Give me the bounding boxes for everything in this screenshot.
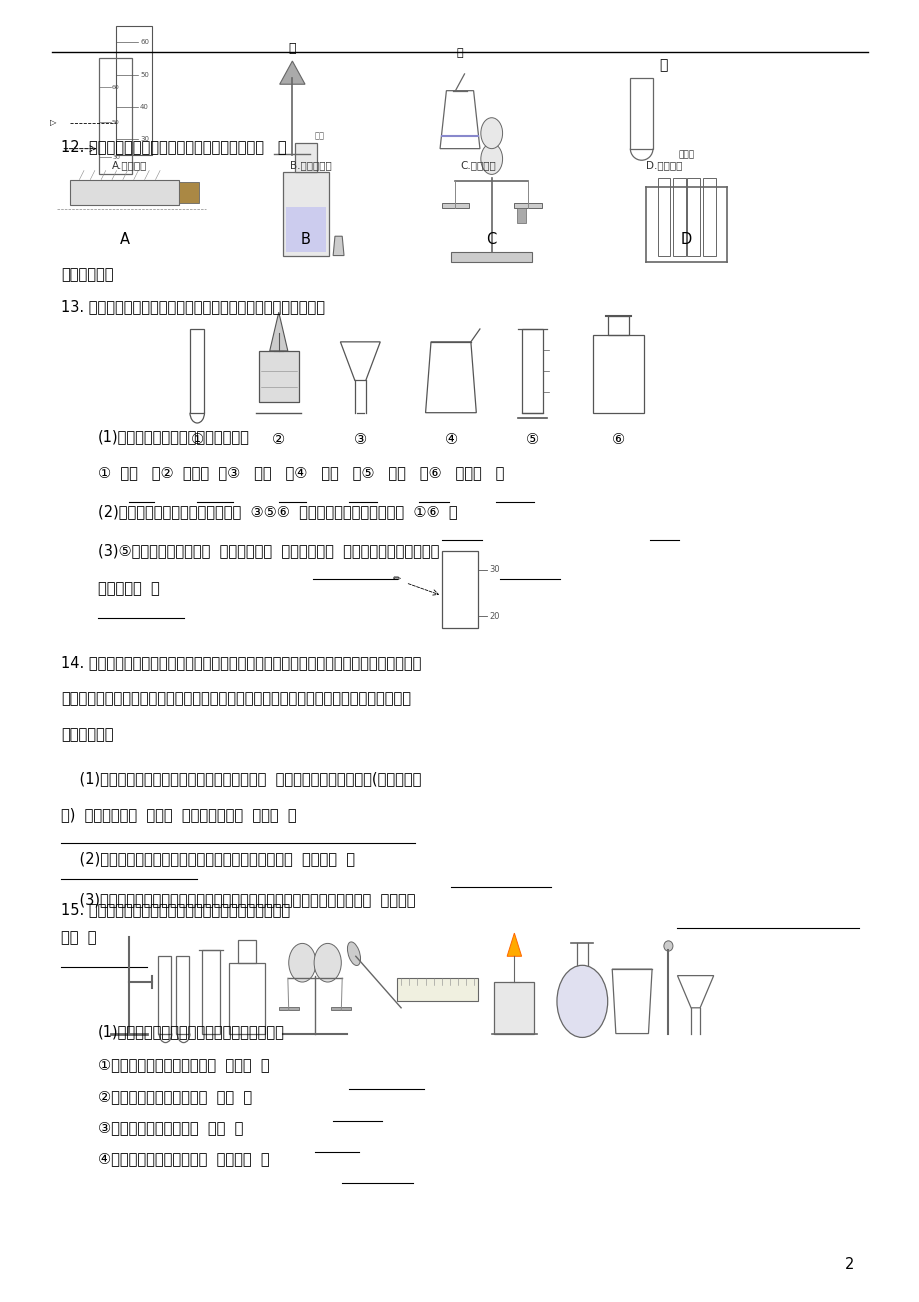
Bar: [179, 182, 199, 203]
Bar: [176, 956, 189, 1034]
Circle shape: [313, 944, 341, 982]
Bar: [116, 26, 152, 155]
Bar: [258, 350, 299, 402]
Text: 30: 30: [112, 155, 119, 160]
Bar: [450, 251, 532, 262]
Text: A.量筒读数: A.量筒读数: [111, 160, 147, 171]
Text: 50: 50: [112, 120, 119, 125]
Bar: [238, 940, 255, 962]
Text: ✏: ✏: [392, 574, 401, 583]
Text: 👆: 👆: [456, 48, 463, 59]
Ellipse shape: [347, 941, 360, 966]
Text: A: A: [119, 232, 130, 247]
Polygon shape: [279, 61, 305, 85]
Text: 桌面: 桌面: [314, 132, 324, 141]
Text: 试管架: 试管架: [677, 150, 694, 159]
Bar: [607, 316, 629, 336]
Text: 精灯和内燃机的燃料，是一种绿色能源，当点燃酒精灯时，酒精在灯芯上汽化后燃烧生成水: 精灯和内燃机的燃料，是一种绿色能源，当点燃酒精灯时，酒精在灯芯上汽化后燃烧生成水: [62, 691, 411, 706]
Text: 13. 根据下图中所示的化学实验常用仪器的图形，回答下列问题：: 13. 根据下图中所示的化学实验常用仪器的图形，回答下列问题：: [62, 299, 325, 314]
Text: (2)用编号填空：不能加热的仪器是  ③⑤⑥  ，可用于收集气体的仪器是  ①⑥  。: (2)用编号填空：不能加热的仪器是 ③⑤⑥ ，可用于收集气体的仪器是 ①⑥ 。: [97, 504, 457, 519]
Text: ✋: ✋: [289, 42, 296, 55]
Text: (1)从上图中选择正确的仪器，用其名称填空：: (1)从上图中选择正确的仪器，用其名称填空：: [97, 1025, 284, 1039]
Text: D.洗涤试管: D.洗涤试管: [645, 160, 681, 171]
Text: ④: ④: [444, 432, 457, 447]
Bar: [286, 207, 325, 251]
Bar: [702, 178, 715, 255]
Bar: [514, 203, 541, 208]
Bar: [630, 78, 652, 148]
Text: ⑥: ⑥: [611, 432, 624, 447]
Text: ①: ①: [190, 432, 204, 447]
Text: (3)实验中，不小心将酒精灯碰倒在桌上燃烧起来，合理简单的灭火措施是  用湿抹布: (3)实验中，不小心将酒精灯碰倒在桌上燃烧起来，合理简单的灭火措施是 用湿抹布: [62, 892, 415, 907]
Text: (2)向燃着的酒精灯内添加酒精可能造成的不良后果：  引起火灾  ；: (2)向燃着的酒精灯内添加酒精可能造成的不良后果： 引起火灾 ；: [62, 850, 355, 866]
Text: B: B: [301, 232, 311, 247]
Bar: [521, 329, 543, 413]
Text: 40: 40: [140, 104, 149, 109]
Bar: [229, 962, 265, 1034]
Text: B.塞紧橡皮塞: B.塞紧橡皮塞: [289, 160, 331, 171]
Bar: [396, 978, 478, 1001]
Bar: [278, 1006, 299, 1010]
Text: (3)⑤号仪器的主要用途是  量取液体体积  。读数时视线  要与量筒内液体凹液面的: (3)⑤号仪器的主要用途是 量取液体体积 。读数时视线 要与量筒内液体凹液面的: [97, 543, 438, 557]
Text: 50: 50: [140, 72, 149, 78]
Bar: [189, 329, 204, 413]
Text: 最低处相平  。: 最低处相平 。: [97, 582, 159, 596]
Bar: [441, 203, 469, 208]
Text: 20: 20: [489, 612, 499, 621]
Text: 12. 实验结束后，下列仪器放置的方法正确的是（   ）: 12. 实验结束后，下列仪器放置的方法正确的是（ ）: [62, 139, 287, 155]
Circle shape: [481, 117, 502, 148]
Text: ③取用粉末状固体时需用  药匙  ；: ③取用粉末状固体时需用 药匙 ；: [97, 1120, 243, 1135]
Text: 14. 酒精是一种无色、透明、有特殊气味的液体，易挥发，能与水以任意比互溶，常用作酒: 14. 酒精是一种无色、透明、有特殊气味的液体，易挥发，能与水以任意比互溶，常用…: [62, 655, 421, 669]
Text: 30: 30: [489, 565, 499, 574]
Bar: [441, 551, 478, 628]
Text: 15. 化学是一门以实验为基础的科学，请完成下列填空：: 15. 化学是一门以实验为基础的科学，请完成下列填空：: [62, 902, 290, 917]
Text: 盖灭  。: 盖灭 。: [62, 931, 96, 945]
Circle shape: [556, 965, 607, 1038]
Circle shape: [289, 944, 315, 982]
Bar: [516, 208, 526, 224]
Bar: [283, 172, 328, 255]
Text: ⑤: ⑤: [526, 432, 539, 447]
Text: 2: 2: [844, 1256, 854, 1272]
Text: ④吸取和滴加少量液体需用  胶头滴管  ；: ④吸取和滴加少量液体需用 胶头滴管 ；: [97, 1151, 269, 1165]
Text: ②: ②: [272, 432, 285, 447]
Polygon shape: [333, 236, 344, 255]
Text: C: C: [486, 232, 496, 247]
Bar: [593, 336, 643, 413]
Bar: [99, 59, 131, 174]
Bar: [295, 143, 316, 172]
Text: 60: 60: [112, 85, 119, 90]
Text: 60: 60: [140, 39, 149, 46]
Bar: [158, 956, 171, 1034]
Text: ①收集或贮存少量气体时需用  集气瓶  ；: ①收集或贮存少量气体时需用 集气瓶 ；: [97, 1057, 269, 1072]
Text: ③: ③: [354, 432, 367, 447]
Text: C.振荡液体: C.振荡液体: [460, 160, 495, 171]
Bar: [686, 178, 699, 255]
Ellipse shape: [664, 941, 672, 952]
Bar: [331, 1006, 351, 1010]
Bar: [657, 178, 669, 255]
Text: ①  试管   ；②  酒精灯  ；③   漏斗   ；④   烧杯   ；⑤   量筒   ；⑥   集气瓶   。: ① 试管 ；② 酒精灯 ；③ 漏斗 ；④ 烧杯 ；⑤ 量筒 ；⑥ 集气瓶 。: [97, 466, 504, 480]
Text: 二、非选择题: 二、非选择题: [62, 267, 114, 283]
Bar: [201, 950, 220, 1034]
Text: 30: 30: [140, 135, 149, 142]
Text: (1)根据以上叙述，可归纳出酒精的物理性质是  无色或易挥发或易溶于水(写出一条即: (1)根据以上叙述，可归纳出酒精的物理性质是 无色或易挥发或易溶于水(写出一条即: [62, 771, 421, 786]
Bar: [70, 180, 179, 206]
Polygon shape: [506, 934, 521, 956]
Bar: [672, 178, 685, 255]
Bar: [494, 982, 534, 1034]
Text: 可)  ；化学性质是  可燃性  ；酒精的用途是  作燃料  。: 可) ；化学性质是 可燃性 ；酒精的用途是 作燃料 。: [62, 807, 297, 822]
Polygon shape: [269, 312, 288, 350]
Text: 和二氧化碳。: 和二氧化碳。: [62, 727, 114, 742]
Circle shape: [481, 143, 502, 174]
Text: ②向酒精灯中添加酒精需用  漏斗  ；: ②向酒精灯中添加酒精需用 漏斗 ；: [97, 1088, 252, 1104]
Text: (1)按编号分别写出图中仪器的名称：: (1)按编号分别写出图中仪器的名称：: [97, 430, 249, 444]
Text: ▷: ▷: [51, 118, 57, 128]
Text: D: D: [680, 232, 691, 247]
Text: 💉: 💉: [659, 59, 667, 73]
